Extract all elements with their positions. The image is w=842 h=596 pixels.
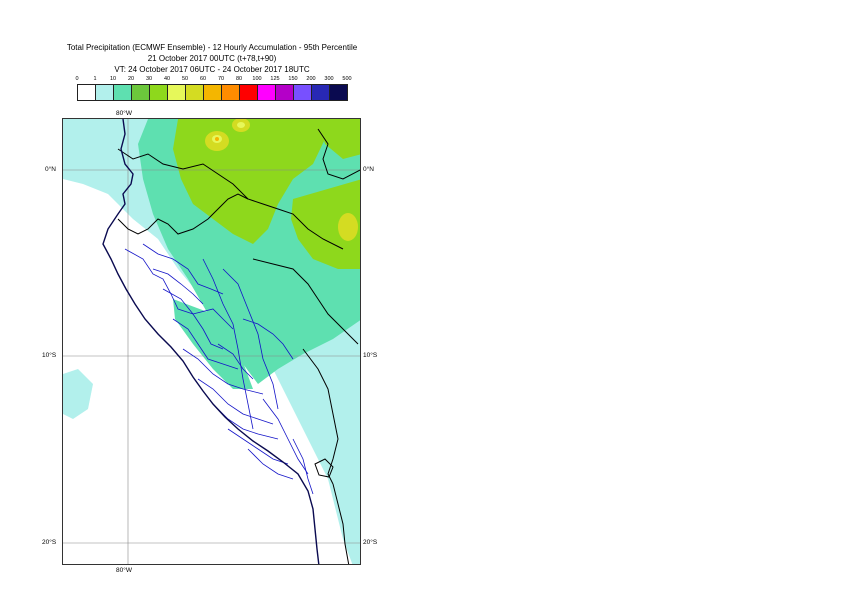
legend-tick-label: 100 (252, 76, 262, 82)
latitude-label-left: 20°S (42, 539, 57, 546)
precip-area-20mm (291, 179, 360, 269)
legend-tick-label: 1 (93, 76, 97, 82)
precip-area-10mm (173, 299, 253, 389)
legend-tick-label: 125 (270, 76, 280, 82)
legend-swatch (275, 84, 294, 101)
latitude-label-left: 10°S (42, 352, 57, 359)
legend-tick-label: 40 (163, 76, 171, 82)
legend-swatch (221, 84, 240, 101)
coastline (102, 119, 320, 564)
legend-swatch (131, 84, 150, 101)
precipitation-fields (63, 119, 360, 564)
longitude-label-top: 80°W (116, 110, 132, 117)
legend-tick-label: 300 (324, 76, 334, 82)
precip-core-40mm (338, 213, 358, 241)
legend-tick-label: 0 (75, 76, 79, 82)
admin-boundaries (124, 243, 314, 495)
legend-tick-label: 60 (199, 76, 207, 82)
legend-swatch (149, 84, 168, 101)
precip-area-ocean-patch (63, 369, 93, 419)
latitude-label-left: 0°N (45, 166, 56, 173)
legend-tick-label: 30 (145, 76, 153, 82)
colombia-ecuador-border (117, 148, 344, 250)
valid-time-line: VT: 24 October 2017 06UTC - 24 October 2… (114, 65, 310, 74)
legend-swatch (203, 84, 222, 101)
legend-swatch (77, 84, 96, 101)
legend-swatch (113, 84, 132, 101)
peru-bolivia-border (302, 348, 339, 485)
legend-tick-label: 80 (235, 76, 243, 82)
longitude-label-bottom: 80°W (116, 567, 132, 574)
precip-area-20mm (173, 119, 325, 244)
map-title: Total Precipitation (ECMWF Ensemble) - 1… (66, 43, 358, 52)
peru-brazil-border (252, 258, 359, 345)
legend-swatch (257, 84, 276, 101)
base-time-line: 21 October 2017 00UTC (t+78,t+90) (147, 54, 277, 63)
legend-swatch (329, 84, 348, 101)
precip-core-50mm (237, 122, 245, 128)
precip-core-60mm (215, 137, 219, 141)
legend-tick-label: 70 (217, 76, 225, 82)
ecuador-peru-border (117, 193, 249, 235)
country-borders (117, 128, 360, 564)
bolivia-chile-border (332, 483, 350, 564)
legend-swatch (293, 84, 312, 101)
precipitation-map (63, 119, 360, 564)
legend-tick-label: 50 (181, 76, 189, 82)
legend-tick-label: 150 (288, 76, 298, 82)
legend-swatch (311, 84, 330, 101)
lake-titicaca (314, 458, 334, 478)
precip-area-20mm (318, 119, 360, 159)
legend-swatch (95, 84, 114, 101)
map-panel (62, 118, 361, 565)
latitude-label-right: 20°S (363, 539, 378, 546)
legend-swatch (239, 84, 258, 101)
legend-swatch (167, 84, 186, 101)
legend-tick-label: 20 (127, 76, 135, 82)
legend-tick-label: 10 (109, 76, 117, 82)
legend-tick-label: 200 (306, 76, 316, 82)
latitude-label-right: 10°S (363, 352, 378, 359)
colombia-venezuela-border (317, 128, 360, 180)
legend-tick-label: 500 (342, 76, 352, 82)
latitude-label-right: 0°N (363, 166, 374, 173)
precip-area-ocean-patch (63, 144, 128, 194)
legend-swatch (185, 84, 204, 101)
